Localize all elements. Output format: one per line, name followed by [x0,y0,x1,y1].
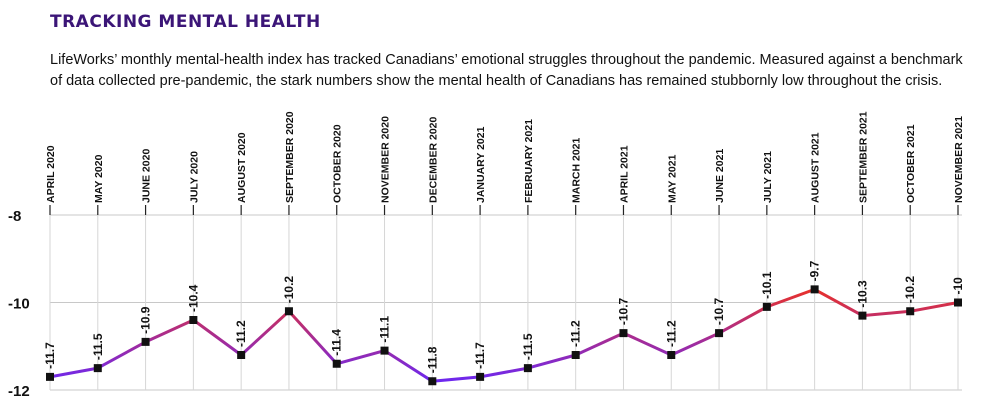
data-point [667,351,676,359]
x-tick-label: OCTOBER 2020 [332,124,344,203]
subtitle-line-1: LifeWorks’ monthly mental-health index h… [50,52,963,68]
data-label: -10.2 [903,276,917,304]
x-tick-label: OCTOBER 2021 [905,124,917,203]
y-tick-label: -10 [8,296,30,313]
data-point [189,316,198,324]
data-label: -10.9 [139,306,153,334]
x-tick-label: JULY 2020 [188,151,200,203]
data-label: -11.7 [473,342,487,369]
x-tick-label: APRIL 2020 [45,145,57,203]
data-point [619,329,628,338]
x-tick-label: JANUARY 2021 [475,126,487,203]
x-tick-label: NOVEMBER 2020 [380,116,392,203]
data-point [332,359,341,368]
chart-title: TRACKING MENTAL HEALTH [50,12,321,32]
data-label: -11.8 [425,346,439,373]
x-tick-label: FEBRUARY 2021 [523,119,535,203]
data-label: -11.2 [569,320,583,347]
data-label: -10.7 [616,297,630,325]
data-point [571,351,580,359]
y-axis-labels: -8 -10 -12 [8,208,30,400]
data-label: -11.5 [521,333,535,360]
data-point [428,377,437,386]
data-point [284,307,293,316]
data-label: -10.2 [282,276,296,304]
x-tick-label: JUNE 2020 [141,149,153,203]
data-point [141,337,150,346]
data-point [523,364,532,373]
data-label: -10.3 [855,280,869,308]
series-line-path [48,287,960,383]
chart-subtitle: LifeWorks’ monthly mental-health index h… [50,50,980,92]
subtitle-line-2: of data collected pre-pandemic, the star… [50,73,943,89]
x-tick-label: SEPTEMBER 2020 [284,111,296,203]
grid [49,205,962,391]
data-point [237,351,246,359]
x-tick-label: SEPTEMBER 2021 [857,111,869,203]
data-label: -10.4 [186,284,200,312]
x-tick-label: DECEMBER 2020 [427,116,439,203]
data-markers [46,285,962,386]
data-label: -11.2 [664,320,678,347]
data-point [380,346,389,355]
x-axis-labels: APRIL 2020 MAY 2020 JUNE 2020 JULY 2020 AUGU… [45,111,965,203]
x-tick-label: MAY 2020 [93,154,105,203]
x-tick-label: AUGUST 2020 [236,132,248,203]
data-point [810,285,819,294]
data-labels: -11.7 -11.5 -10.9 -10.4 -11.2 -10.2 -11.4 -11.1… [43,260,965,373]
y-tick-label: -12 [8,383,30,400]
data-label: -10 [951,277,965,295]
data-point [93,364,102,373]
x-tick-label: MAY 2021 [666,154,678,203]
x-tick-label: APRIL 2021 [618,145,630,203]
series-line [48,287,960,383]
data-point [476,372,485,381]
x-tick-label: MARCH 2021 [571,137,583,203]
data-point [858,311,867,320]
data-point [954,298,962,307]
data-label: -11.4 [330,329,344,356]
data-point [762,302,771,311]
data-label: -10.7 [712,297,726,325]
data-label: -11.5 [91,333,105,360]
x-tick-label: NOVEMBER 2021 [953,116,965,203]
data-label: -11.1 [378,316,392,343]
x-tick-label: JUNE 2021 [714,149,726,203]
data-point [46,372,54,381]
data-label: -11.7 [43,342,57,369]
x-tick-label: JULY 2021 [762,151,774,203]
x-tick-label: AUGUST 2021 [810,132,822,203]
data-label: -10.1 [760,271,774,299]
data-label: -9.7 [808,260,822,281]
data-point [906,307,915,316]
y-tick-label: -8 [8,208,21,225]
data-label: -11.2 [234,320,248,347]
data-point [715,329,724,338]
